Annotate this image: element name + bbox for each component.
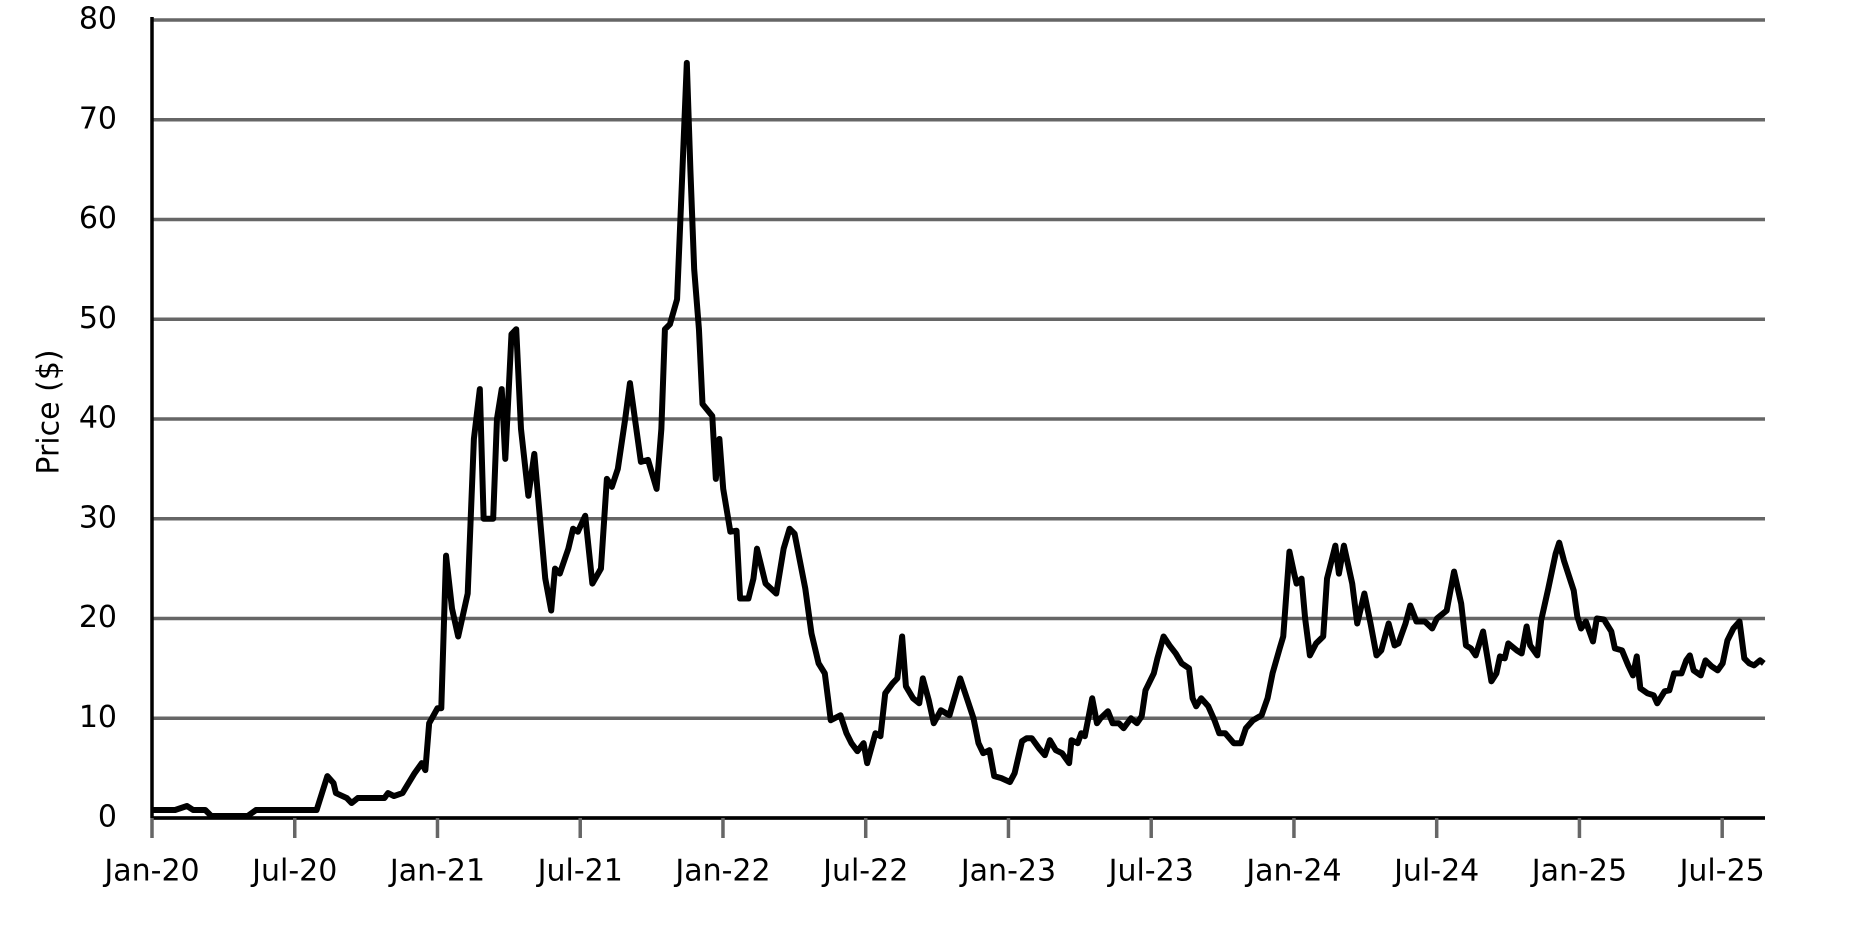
y-tick-label: 0 [98, 800, 117, 835]
y-tick-label: 10 [79, 700, 117, 735]
x-tick-label: Jan-25 [1530, 854, 1627, 889]
x-tick-label: Jul-24 [1392, 854, 1479, 889]
price-line [152, 59, 1766, 819]
x-tick-label: Jan-24 [1244, 854, 1341, 889]
x-tick-label: Jul-21 [536, 854, 623, 889]
y-tick-label: 50 [79, 301, 117, 336]
y-tick-label: 70 [79, 101, 117, 136]
x-tick-label: Jul-22 [821, 854, 908, 889]
y-tick-label: 40 [79, 401, 117, 436]
y-tick-label: 30 [79, 500, 117, 535]
y-tick-label: 20 [79, 600, 117, 635]
y-tick-label: 80 [79, 2, 117, 37]
x-tick-label: Jan-20 [102, 854, 199, 889]
x-tick-label: Jan-23 [959, 854, 1056, 889]
x-tick-label: Jan-21 [388, 854, 485, 889]
x-tick-label: Jan-22 [673, 854, 770, 889]
x-tick-label: Jul-25 [1678, 854, 1765, 889]
y-tick-label: 60 [79, 201, 117, 236]
x-tick-label: Jul-20 [250, 854, 337, 889]
x-tick-label: Jul-23 [1107, 854, 1194, 889]
y-axis-title: Price ($) [32, 349, 67, 474]
